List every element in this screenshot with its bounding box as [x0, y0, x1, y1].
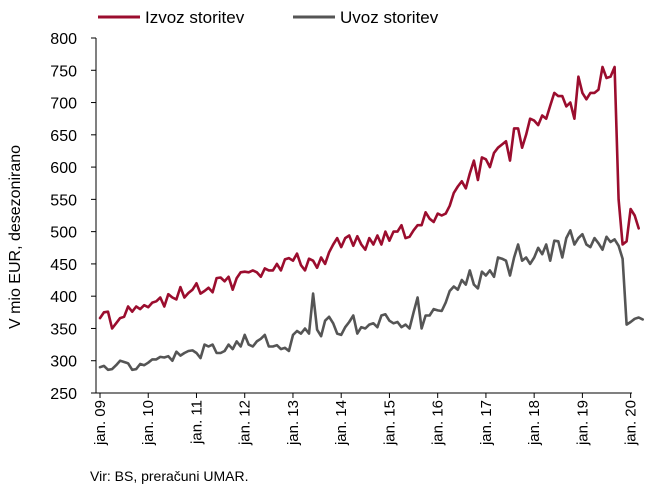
y-tick-label: 500 [50, 225, 77, 242]
plot-area [98, 65, 645, 372]
legend-label-izvoz: Izvoz storitev [145, 8, 245, 27]
x-tick-label: jan. 11 [188, 400, 205, 445]
x-tick-label: jan. 14 [333, 400, 350, 446]
x-axis: jan. 09 jan. 10 jan. 11 jan. 12 jan. 13 jan. … [92, 392, 640, 446]
x-tick-label: jan. 10 [140, 400, 157, 446]
y-tick-label: 300 [50, 354, 77, 371]
x-tick-label: jan. 18 [526, 400, 543, 446]
y-tick-label: 800 [50, 31, 77, 48]
legend: Izvoz storitev Uvoz storitev [98, 8, 439, 27]
y-tick-label: 450 [50, 257, 77, 274]
y-tick-label: 250 [50, 386, 77, 403]
y-tick-label: 400 [50, 289, 77, 306]
source-note: Vir: BS, preračuni UMAR. [90, 468, 248, 484]
y-tick-label: 600 [50, 160, 77, 177]
x-tick-label: jan. 15 [381, 400, 398, 446]
x-tick-label: jan. 09 [92, 400, 109, 446]
legend-label-uvoz: Uvoz storitev [340, 8, 439, 27]
x-tick-label: jan. 16 [430, 400, 447, 446]
y-tick-label: 350 [50, 321, 77, 338]
y-tick-label: 550 [50, 192, 77, 209]
x-tick-label: jan. 12 [237, 400, 254, 446]
y-tick-label: 750 [50, 63, 77, 80]
x-tick-label: jan. 17 [478, 400, 495, 446]
y-tick-label: 700 [50, 96, 77, 113]
y-axis: 250 300 350 400 450 500 550 600 650 700 750 800 [50, 31, 97, 403]
y-axis-title: V mio EUR, desezonirano [7, 145, 24, 329]
series-line-uvoz [98, 229, 645, 372]
y-tick-label: 650 [50, 128, 77, 145]
x-tick-label: jan. 20 [623, 400, 640, 446]
series-line-izvoz [98, 65, 641, 330]
x-tick-label: jan. 19 [574, 400, 591, 446]
x-tick-label: jan. 13 [285, 400, 302, 446]
